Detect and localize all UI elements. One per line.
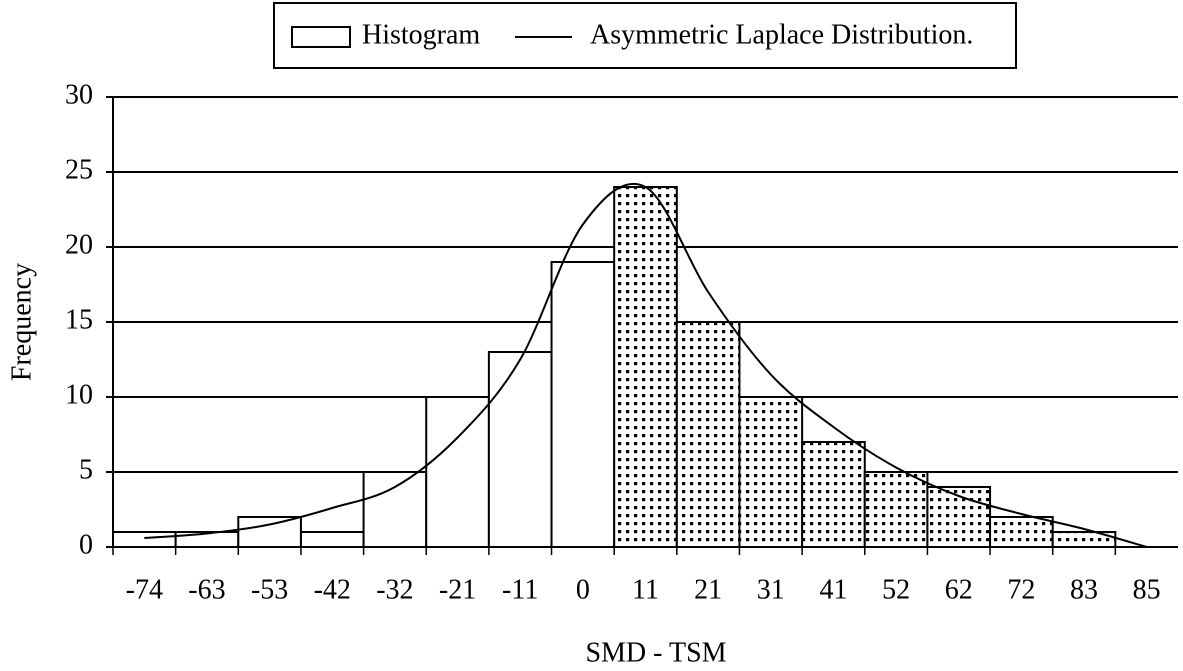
legend-box: [273, 2, 1017, 69]
x-tick-label: 62: [945, 574, 973, 605]
x-tick-label: 72: [1007, 574, 1035, 605]
x-tick-label: 0: [576, 574, 590, 605]
bar: [299, 531, 365, 548]
y-tick-label: 20: [65, 229, 93, 260]
bar: [487, 351, 553, 548]
bar: [550, 261, 616, 548]
x-tick-label: 83: [1070, 574, 1098, 605]
bar: [801, 441, 866, 548]
bar: [613, 186, 678, 548]
legend-label: Asymmetric Laplace Distribution.: [590, 19, 973, 50]
bar: [237, 516, 302, 548]
y-tick-label: 15: [65, 304, 93, 335]
x-tick-label: -32: [376, 574, 413, 605]
x-tick-label: -21: [439, 574, 476, 605]
x-axis-label: SMD - TSM: [585, 637, 726, 668]
bar: [112, 531, 177, 548]
x-tick-label: 11: [632, 574, 659, 605]
legend-swatch: [291, 26, 351, 48]
x-tick-label: -42: [314, 574, 351, 605]
x-tick-label: 85: [1133, 574, 1161, 605]
x-tick-label: 31: [757, 574, 785, 605]
bar: [863, 471, 929, 548]
x-tick-label: -53: [251, 574, 288, 605]
x-tick-label: -63: [188, 574, 225, 605]
bar: [362, 471, 428, 548]
y-tick-label: 25: [65, 154, 93, 185]
bar: [738, 396, 804, 548]
bar: [675, 321, 741, 548]
y-axis-label: Frequency: [6, 263, 37, 381]
x-tick-label: -11: [502, 574, 538, 605]
y-tick-label: 10: [65, 379, 93, 410]
x-tick-label: 21: [694, 574, 722, 605]
x-tick-label: -74: [126, 574, 163, 605]
y-tick-label: 0: [79, 529, 93, 560]
bar: [425, 396, 490, 548]
legend-label: Histogram: [362, 19, 480, 50]
y-tick-label: 30: [65, 79, 93, 110]
y-tick-label: 5: [79, 454, 93, 485]
bar: [989, 516, 1054, 548]
x-tick-label: 41: [819, 574, 847, 605]
line: [144, 182, 1147, 548]
x-tick-label: 52: [882, 574, 910, 605]
